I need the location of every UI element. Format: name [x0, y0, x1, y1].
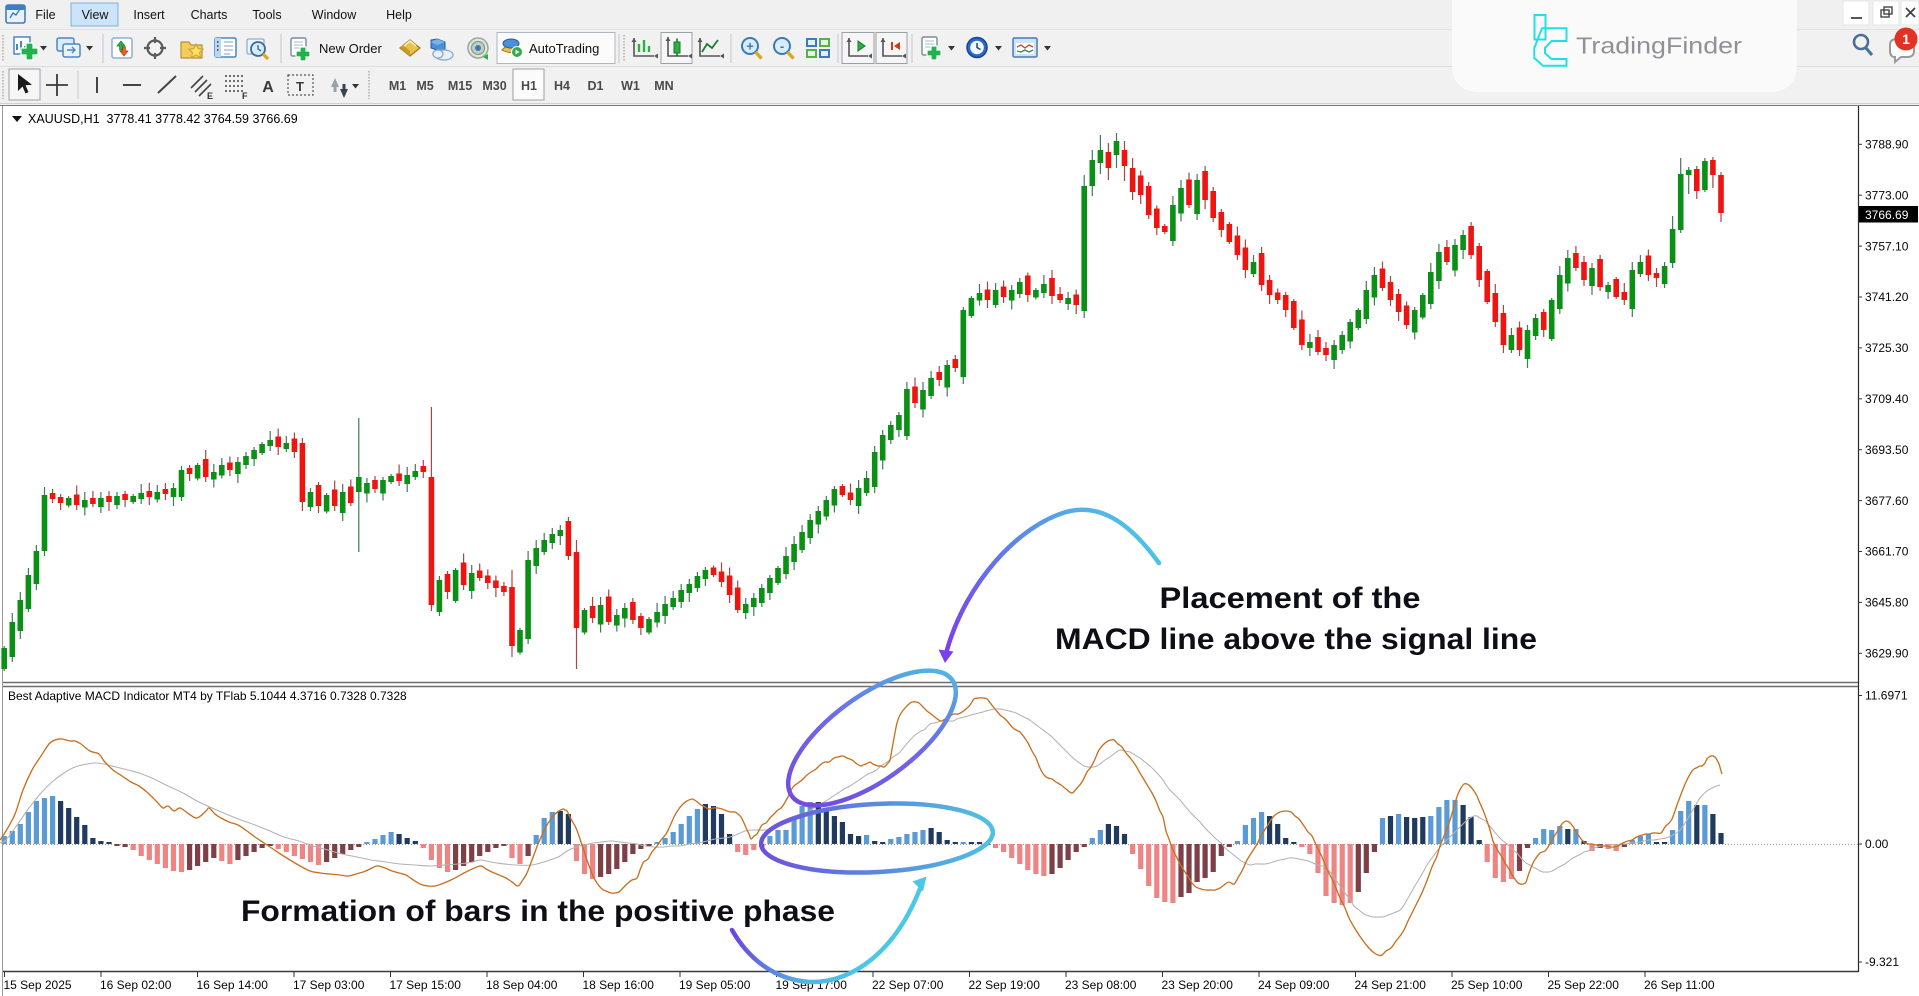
svg-text:T: T: [296, 79, 304, 94]
svg-text:Formation of bars in the posit: Formation of bars in the positive phase: [241, 895, 835, 928]
svg-text:W1: W1: [621, 79, 640, 93]
svg-text:F: F: [242, 91, 248, 101]
svg-text:15 Sep 2025: 15 Sep 2025: [4, 978, 72, 992]
svg-text:11.6971: 11.6971: [1865, 689, 1908, 703]
svg-text:16 Sep 02:00: 16 Sep 02:00: [100, 978, 172, 992]
svg-text:+: +: [746, 39, 754, 54]
svg-text:XAUUSD,H1 3778.41 3778.42 376: XAUUSD,H1 3778.41 3778.42 3764.59 3766.6…: [28, 112, 298, 126]
svg-text:3693.50: 3693.50: [1865, 443, 1909, 457]
svg-text:H4: H4: [554, 79, 570, 93]
svg-text:AutoTrading: AutoTrading: [529, 41, 599, 56]
svg-text:Best Adaptive MACD Indicator M: Best Adaptive MACD Indicator MT4 by TFla…: [8, 689, 407, 703]
svg-text:17 Sep 03:00: 17 Sep 03:00: [293, 978, 365, 992]
svg-text:3773.00: 3773.00: [1865, 188, 1909, 202]
svg-text:19 Sep 05:00: 19 Sep 05:00: [679, 978, 751, 992]
svg-text:1: 1: [1902, 31, 1910, 47]
svg-text:3741.20: 3741.20: [1865, 290, 1909, 304]
svg-text:Window: Window: [312, 8, 357, 22]
svg-text:26 Sep 11:00: 26 Sep 11:00: [1644, 978, 1715, 992]
svg-text:New Order: New Order: [319, 41, 383, 56]
svg-text:3709.40: 3709.40: [1865, 392, 1909, 406]
svg-text:File: File: [35, 8, 55, 22]
svg-text:Help: Help: [386, 8, 412, 22]
svg-text:25 Sep 10:00: 25 Sep 10:00: [1451, 978, 1523, 992]
svg-text:H1: H1: [521, 79, 537, 93]
svg-text:M15: M15: [448, 79, 472, 93]
svg-text:23 Sep 20:00: 23 Sep 20:00: [1162, 978, 1234, 992]
svg-text:M1: M1: [389, 79, 406, 93]
svg-text:3766.69: 3766.69: [1865, 208, 1909, 222]
svg-text:View: View: [82, 8, 110, 22]
svg-text:A: A: [262, 79, 274, 96]
svg-text:23 Sep 08:00: 23 Sep 08:00: [1065, 978, 1137, 992]
svg-text:MN: MN: [654, 79, 673, 93]
svg-text:Insert: Insert: [133, 8, 165, 22]
svg-text:Charts: Charts: [191, 8, 228, 22]
svg-text:18 Sep 04:00: 18 Sep 04:00: [486, 978, 558, 992]
svg-text:-9.321: -9.321: [1865, 955, 1899, 969]
svg-text:D1: D1: [588, 79, 604, 93]
svg-text:24 Sep 21:00: 24 Sep 21:00: [1355, 978, 1427, 992]
svg-text:3677.60: 3677.60: [1865, 494, 1909, 508]
svg-text:3645.80: 3645.80: [1865, 596, 1909, 610]
svg-text:M5: M5: [416, 79, 433, 93]
svg-text:3788.90: 3788.90: [1865, 138, 1909, 152]
svg-text:M30: M30: [482, 79, 506, 93]
svg-text:17 Sep 15:00: 17 Sep 15:00: [390, 978, 462, 992]
svg-text:3661.70: 3661.70: [1865, 545, 1909, 559]
svg-text:0.00: 0.00: [1865, 837, 1889, 851]
svg-text:3725.30: 3725.30: [1865, 341, 1909, 355]
svg-text:TradingFinder: TradingFinder: [1576, 33, 1742, 59]
svg-text:MACD line above the signal lin: MACD line above the signal line: [1055, 623, 1537, 656]
svg-text:22 Sep 19:00: 22 Sep 19:00: [969, 978, 1041, 992]
svg-text:E: E: [207, 91, 213, 101]
svg-text:Tools: Tools: [252, 8, 281, 22]
svg-text:22 Sep 07:00: 22 Sep 07:00: [872, 978, 944, 992]
svg-text:24 Sep 09:00: 24 Sep 09:00: [1258, 978, 1330, 992]
svg-text:-: -: [780, 39, 784, 54]
svg-text:18 Sep 16:00: 18 Sep 16:00: [583, 978, 655, 992]
svg-text:3757.10: 3757.10: [1865, 239, 1909, 253]
svg-text:3629.90: 3629.90: [1865, 647, 1909, 661]
svg-text:25 Sep 22:00: 25 Sep 22:00: [1548, 978, 1620, 992]
svg-text:Placement of the: Placement of the: [1160, 582, 1421, 615]
svg-text:16 Sep 14:00: 16 Sep 14:00: [197, 978, 269, 992]
